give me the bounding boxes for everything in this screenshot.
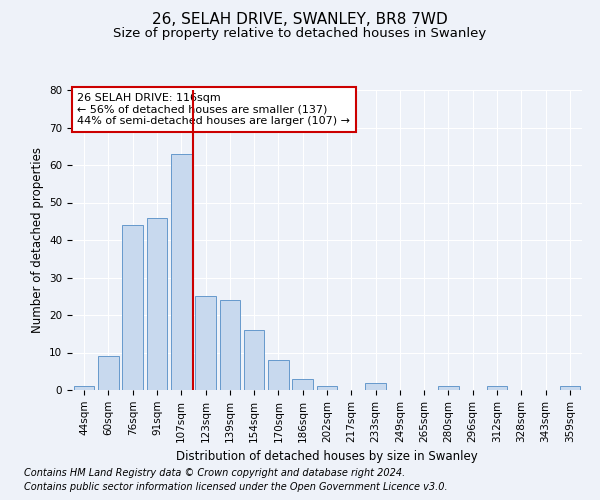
Text: Contains public sector information licensed under the Open Government Licence v3: Contains public sector information licen…: [24, 482, 448, 492]
Bar: [98, 356, 119, 390]
Bar: [244, 330, 265, 390]
Bar: [171, 154, 191, 390]
Text: 26 SELAH DRIVE: 116sqm
← 56% of detached houses are smaller (137)
44% of semi-de: 26 SELAH DRIVE: 116sqm ← 56% of detached…: [77, 93, 350, 126]
Text: Contains HM Land Registry data © Crown copyright and database right 2024.: Contains HM Land Registry data © Crown c…: [24, 468, 405, 477]
Bar: [292, 379, 313, 390]
Bar: [146, 218, 167, 390]
Bar: [268, 360, 289, 390]
Bar: [220, 300, 240, 390]
Bar: [560, 386, 580, 390]
Bar: [438, 386, 459, 390]
Text: Size of property relative to detached houses in Swanley: Size of property relative to detached ho…: [113, 28, 487, 40]
Bar: [487, 386, 508, 390]
Bar: [195, 296, 216, 390]
Bar: [317, 386, 337, 390]
Bar: [122, 225, 143, 390]
Text: 26, SELAH DRIVE, SWANLEY, BR8 7WD: 26, SELAH DRIVE, SWANLEY, BR8 7WD: [152, 12, 448, 28]
X-axis label: Distribution of detached houses by size in Swanley: Distribution of detached houses by size …: [176, 450, 478, 463]
Bar: [74, 386, 94, 390]
Y-axis label: Number of detached properties: Number of detached properties: [31, 147, 44, 333]
Bar: [365, 382, 386, 390]
